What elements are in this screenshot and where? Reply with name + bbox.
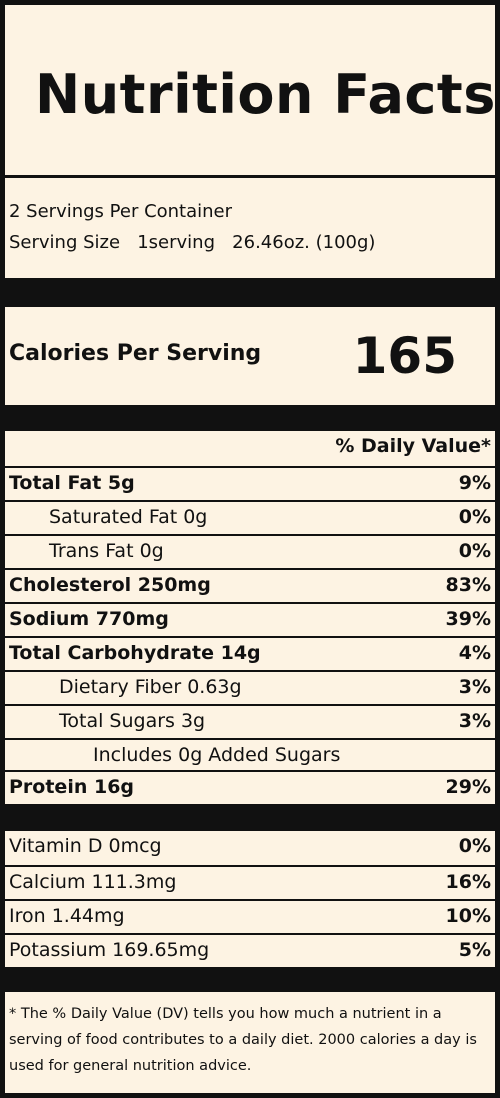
vitamin-dv: 16% — [445, 871, 491, 893]
nutrient-row: Dietary Fiber 0.63g 3% — [5, 670, 495, 706]
nutrient-dv: 83% — [445, 574, 491, 596]
vitamin-name: Calcium 111.3mg — [9, 871, 177, 893]
vitamin-row: Calcium 111.3mg 16% — [5, 865, 495, 901]
vitamin-dv: 10% — [445, 905, 491, 927]
vitamin-dv: 0% — [458, 835, 491, 857]
nutrient-row: Saturated Fat 0g 0% — [5, 500, 495, 536]
vitamin-name: Potassium 169.65mg — [9, 939, 210, 961]
nutrient-row: Total Sugars 3g 3% — [5, 704, 495, 740]
nutrient-dv: 9% — [458, 472, 491, 494]
vitamin-row: Potassium 169.65mg 5% — [5, 933, 495, 969]
calories-value: 165 — [352, 327, 457, 385]
divider — [5, 175, 495, 178]
nutrient-dv: 39% — [445, 608, 491, 630]
nutrient-row: Total Fat 5g 9% — [5, 466, 495, 502]
nutrient-name: Cholesterol 250mg — [9, 574, 211, 596]
calories-label: Calories Per Serving — [9, 341, 262, 366]
nutrient-name: Includes 0g Added Sugars — [93, 744, 341, 766]
nutrient-row: Sodium 770mg 39% — [5, 602, 495, 638]
nutrient-name: Sodium 770mg — [9, 608, 169, 630]
nutrient-name: Total Carbohydrate 14g — [9, 642, 261, 664]
label-title: Nutrition Facts — [35, 63, 496, 126]
servings-per-container: 2 Servings Per Container — [9, 201, 233, 222]
thick-divider — [5, 278, 495, 307]
nutrient-dv: 4% — [458, 642, 491, 664]
nutrient-name: Saturated Fat 0g — [49, 506, 208, 528]
nutrient-row: Total Carbohydrate 14g 4% — [5, 636, 495, 672]
thick-divider — [5, 405, 495, 431]
nutrient-dv: 3% — [458, 710, 491, 732]
nutrient-row: Protein 16g 29% — [5, 770, 495, 806]
vitamin-row: Iron 1.44mg 10% — [5, 899, 495, 935]
serving-size: Serving Size 1serving 26.46oz. (100g) — [9, 232, 376, 253]
nutrient-dv: 29% — [445, 776, 491, 798]
nutrient-name: Dietary Fiber 0.63g — [59, 676, 242, 698]
vitamin-row: Vitamin D 0mcg 0% — [5, 831, 495, 865]
vitamin-name: Vitamin D 0mcg — [9, 835, 162, 857]
daily-value-header: % Daily Value* — [335, 435, 491, 457]
thick-divider — [5, 804, 495, 831]
nutrient-name: Total Fat 5g — [9, 472, 135, 494]
nutrient-row: Cholesterol 250mg 83% — [5, 568, 495, 604]
footnote: * The % Daily Value (DV) tells you how m… — [9, 1006, 477, 1074]
nutrient-row: Trans Fat 0g 0% — [5, 534, 495, 570]
nutrient-name: Protein 16g — [9, 776, 135, 798]
nutrient-name: Total Sugars 3g — [59, 710, 206, 732]
nutrient-dv: 3% — [458, 676, 491, 698]
nutrient-dv: 0% — [458, 506, 491, 528]
nutrient-name: Trans Fat 0g — [49, 540, 164, 562]
nutrient-row: Includes 0g Added Sugars — [5, 738, 495, 774]
vitamin-dv: 5% — [458, 939, 491, 961]
nutrient-dv: 0% — [458, 540, 491, 562]
thick-divider — [5, 967, 495, 992]
vitamin-name: Iron 1.44mg — [9, 905, 125, 927]
